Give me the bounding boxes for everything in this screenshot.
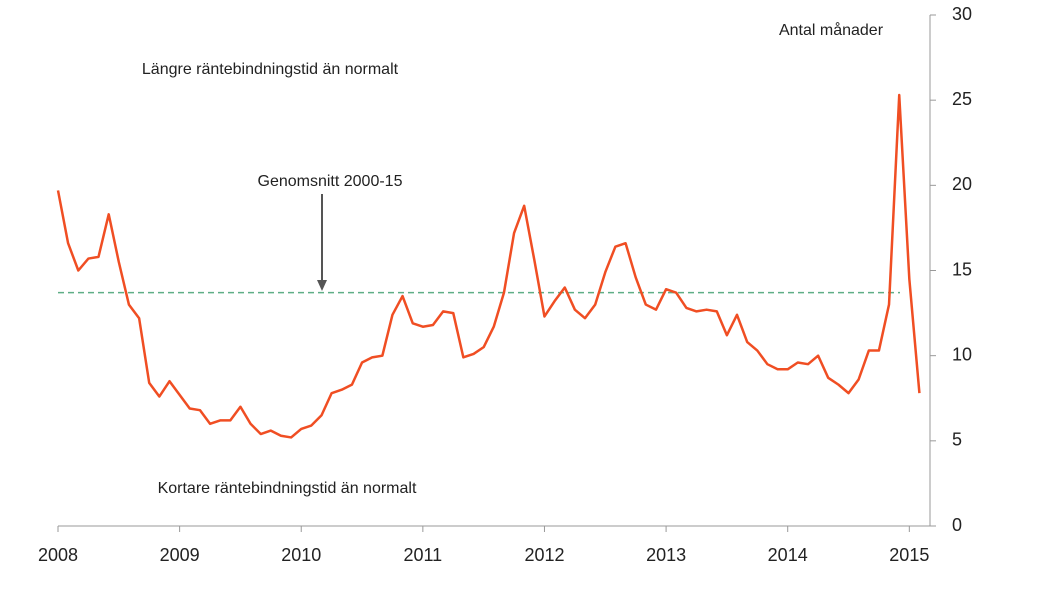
x-tick-label: 2013 — [646, 545, 686, 565]
x-tick-label: 2015 — [889, 545, 929, 565]
x-tick-label: 2010 — [281, 545, 321, 565]
lower-annotation: Kortare räntebindningstid än normalt — [158, 480, 417, 497]
y-tick-label: 30 — [952, 4, 972, 24]
x-tick-label: 2008 — [38, 545, 78, 565]
arrow-head — [317, 280, 327, 291]
upper-annotation: Längre räntebindningstid än normalt — [142, 61, 399, 78]
data-line — [56, 93, 921, 439]
x-tick-label: 2009 — [160, 545, 200, 565]
x-tick-label: 2011 — [403, 545, 442, 565]
y-tick-label: 10 — [952, 344, 972, 364]
reference-annotation: Genomsnitt 2000-15 — [258, 173, 403, 190]
y-tick-label: 25 — [952, 89, 972, 109]
y-tick-label: 5 — [952, 430, 962, 450]
y-tick-label: 15 — [952, 259, 972, 279]
x-tick-label: 2012 — [524, 545, 564, 565]
y-unit-label: Antal månader — [779, 21, 884, 39]
y-tick-label: 20 — [952, 174, 972, 194]
x-tick-label: 2014 — [768, 545, 808, 565]
y-tick-label: 0 — [952, 515, 962, 535]
